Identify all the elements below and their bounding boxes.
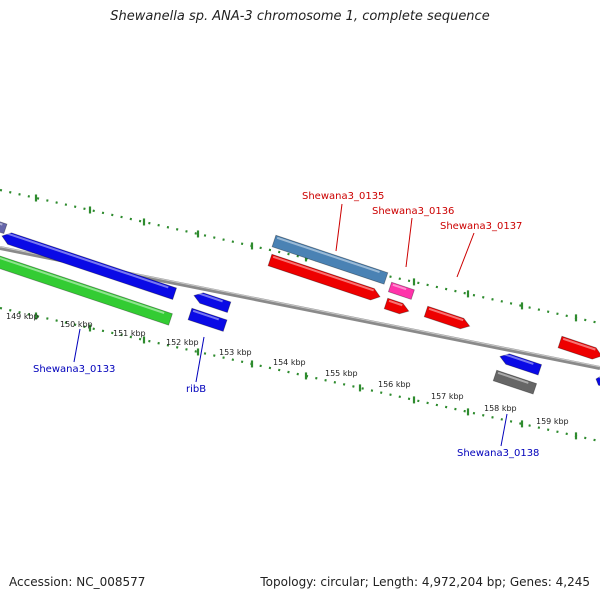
label-shewana3-0138: Shewana3_0138 <box>457 448 539 459</box>
gene-edge-reverse-shine <box>0 221 3 226</box>
topology-text: Topology: circular; Length: 4,972,204 bp… <box>260 575 590 589</box>
gene-edge-reverse <box>0 219 8 235</box>
gene-shewana3-0135-shape <box>267 253 381 301</box>
gene-green-left <box>0 254 173 326</box>
gene-shewana3-0136-shape <box>383 297 410 315</box>
reverse-tick-track-major-ticks <box>34 312 578 440</box>
gene-steelblue-shine <box>276 236 380 274</box>
tick-label-159: 159 kbp <box>536 417 569 426</box>
gene-forward-right <box>557 335 600 360</box>
leader-shewana3-0133 <box>73 328 81 363</box>
tick-label-153: 153 kbp <box>219 348 252 357</box>
leader-shewana3-0135 <box>335 203 343 252</box>
gene-ribb-neighbor <box>187 307 228 332</box>
gene-shewana3-0135 <box>267 253 381 301</box>
gene-ribb-shape <box>193 292 232 313</box>
gene-shewana3-0137-shine <box>428 307 464 322</box>
gene-shewana3-0138-shape <box>492 369 538 395</box>
gene-edge-right-shape <box>595 375 600 389</box>
gene-forward-right-shine <box>562 337 596 351</box>
tick-label-158: 158 kbp <box>484 404 517 413</box>
gene-shewana3-0135-shine <box>272 255 375 292</box>
tick-label-154: 154 kbp <box>273 358 306 367</box>
gene-shewana3-0133 <box>1 231 178 300</box>
gene-ribb-shine <box>196 291 223 303</box>
gene-reverse-158-shine <box>502 352 534 365</box>
gene-shewana3-0136-magenta <box>387 281 415 300</box>
gene-green-left-shine <box>0 256 165 315</box>
gene-shewana3-0136-magenta-shine <box>392 283 407 291</box>
gene-features <box>0 219 600 395</box>
gene-steelblue <box>271 234 389 285</box>
gene-shewana3-0137-shape <box>423 305 471 330</box>
gene-edge-reverse-shape <box>0 219 8 235</box>
gene-labels: Shewana3_0135 Shewana3_0136 Shewana3_0137 S… <box>33 191 539 459</box>
gene-edge-right <box>595 375 600 389</box>
tick-label-151: 151 kbp <box>113 329 146 338</box>
gene-shewana3-0136 <box>383 297 410 315</box>
gene-steelblue-shape <box>271 234 389 285</box>
gene-ribb-neighbor-shape <box>187 307 228 332</box>
tick-labels: 149 kbp 150 kbp 151 kbp 152 kbp 153 kbp 154 k… <box>6 312 569 426</box>
tick-label-152: 152 kbp <box>166 338 199 347</box>
leader-shewana3-0138 <box>500 413 508 447</box>
gene-green-left-shape <box>0 254 173 326</box>
tick-label-157: 157 kbp <box>431 392 464 401</box>
gene-shewana3-0137 <box>423 305 471 330</box>
gene-ribb-neighbor-shine <box>192 309 220 321</box>
tick-label-150: 150 kbp <box>60 320 93 329</box>
leader-shewana3-0136 <box>405 217 413 268</box>
gene-forward-right-shape <box>557 335 600 360</box>
tick-label-155: 155 kbp <box>325 369 358 378</box>
leader-shewana3-0137 <box>456 232 475 278</box>
tick-label-156: 156 kbp <box>378 380 411 389</box>
gene-shewana3-0133-shape <box>1 232 178 300</box>
leader-ribb <box>195 336 205 383</box>
accession-text: Accession: NC_008577 <box>9 575 146 589</box>
gene-reverse-158 <box>499 352 543 376</box>
label-shewana3-0135: Shewana3_0135 <box>302 191 384 202</box>
label-shewana3-0136: Shewana3_0136 <box>372 206 454 217</box>
tick-label-149: 149 kbp <box>6 312 39 321</box>
gene-shewana3-0138-shine <box>497 371 529 384</box>
label-shewana3-0137: Shewana3_0137 <box>440 221 522 232</box>
gene-shewana3-0136-shine <box>388 299 403 307</box>
gene-ribb <box>193 291 232 313</box>
gene-shewana3-0133-shine <box>4 231 169 289</box>
tick-tracks <box>0 188 600 443</box>
gene-shewana3-0138 <box>492 369 538 395</box>
label-shewana3-0133: Shewana3_0133 <box>33 364 115 375</box>
gene-shewana3-0136-magenta-shape <box>387 281 415 300</box>
map-title: Shewanella sp. ANA-3 chromosome 1, compl… <box>110 9 490 24</box>
gene-reverse-158-shape <box>499 353 543 376</box>
label-ribb: ribB <box>186 384 206 395</box>
